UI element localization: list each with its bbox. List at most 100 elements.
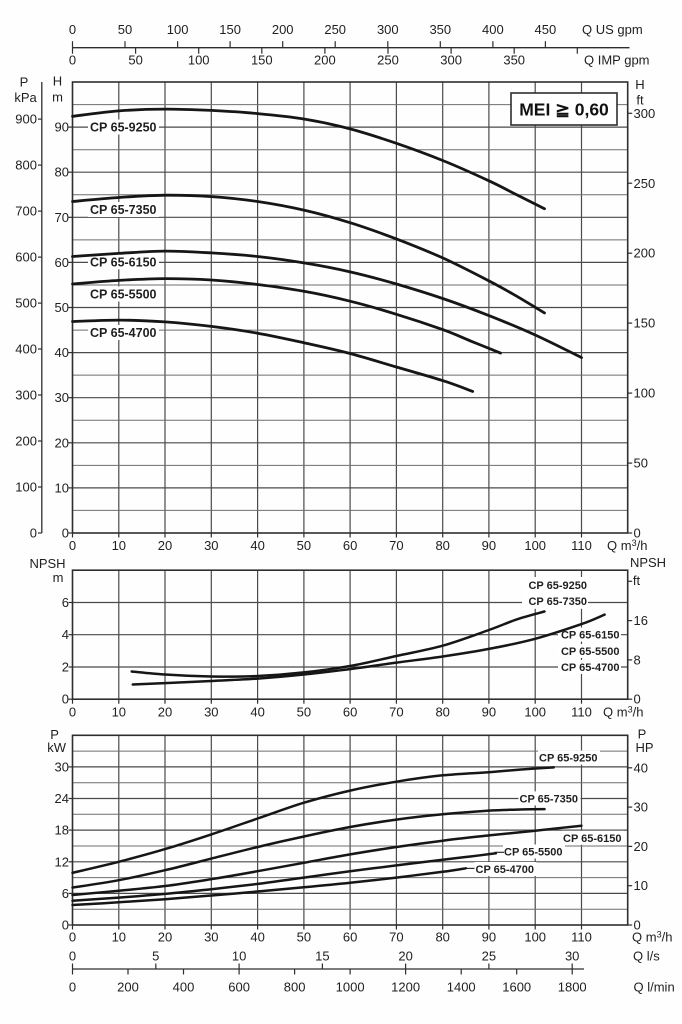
- svg-text:150: 150: [634, 316, 656, 331]
- svg-text:2: 2: [62, 660, 69, 675]
- svg-text:80: 80: [435, 930, 449, 945]
- svg-text:0: 0: [69, 949, 76, 964]
- svg-text:m: m: [53, 570, 64, 585]
- svg-text:30: 30: [55, 759, 69, 774]
- svg-text:0: 0: [69, 705, 76, 720]
- svg-text:100: 100: [634, 386, 656, 401]
- svg-text:150: 150: [219, 22, 241, 37]
- svg-text:25: 25: [482, 949, 496, 964]
- svg-text:250: 250: [377, 53, 399, 68]
- svg-text:60: 60: [343, 705, 357, 720]
- svg-text:40: 40: [250, 538, 264, 553]
- svg-text:100: 100: [524, 705, 546, 720]
- svg-text:100: 100: [15, 480, 37, 495]
- svg-text:CP 65-9250: CP 65-9250: [528, 580, 587, 592]
- svg-text:70: 70: [389, 930, 403, 945]
- svg-text:500: 500: [15, 296, 37, 311]
- svg-text:70: 70: [389, 705, 403, 720]
- svg-text:0: 0: [69, 538, 76, 553]
- svg-text:100: 100: [167, 22, 189, 37]
- svg-text:50: 50: [297, 538, 311, 553]
- svg-text:50: 50: [118, 22, 132, 37]
- svg-text:CP 65-4700: CP 65-4700: [90, 326, 157, 340]
- svg-text:CP 65-5500: CP 65-5500: [90, 288, 157, 302]
- svg-text:Q l/min: Q l/min: [634, 980, 675, 995]
- svg-text:80: 80: [435, 538, 449, 553]
- svg-text:Q l/s: Q l/s: [633, 949, 660, 964]
- svg-text:300: 300: [440, 53, 462, 68]
- svg-text:350: 350: [503, 53, 525, 68]
- svg-text:Q m3/h: Q m3/h: [607, 538, 647, 553]
- svg-text:CP 65-7350: CP 65-7350: [90, 203, 157, 217]
- svg-text:1800: 1800: [558, 980, 587, 995]
- svg-text:700: 700: [15, 204, 37, 219]
- svg-text:90: 90: [482, 705, 496, 720]
- svg-text:MEI ≧ 0,60: MEI ≧ 0,60: [519, 100, 609, 120]
- svg-text:400: 400: [482, 22, 504, 37]
- svg-text:CP 65-4700: CP 65-4700: [476, 864, 535, 876]
- svg-text:110: 110: [571, 705, 592, 720]
- svg-text:0: 0: [69, 53, 76, 68]
- svg-text:200: 200: [117, 980, 139, 995]
- svg-text:30: 30: [565, 949, 579, 964]
- svg-text:CP 65-6150: CP 65-6150: [561, 630, 620, 642]
- svg-text:100: 100: [524, 538, 546, 553]
- svg-text:8: 8: [634, 652, 641, 667]
- svg-text:0: 0: [634, 526, 641, 541]
- svg-text:300: 300: [377, 22, 399, 37]
- svg-text:250: 250: [324, 22, 346, 37]
- svg-text:0: 0: [62, 526, 69, 541]
- svg-text:H: H: [53, 74, 62, 89]
- svg-text:600: 600: [15, 250, 37, 265]
- svg-text:300: 300: [15, 388, 37, 403]
- svg-text:CP 65-5500: CP 65-5500: [561, 646, 620, 658]
- svg-text:6: 6: [62, 595, 69, 610]
- svg-text:10: 10: [112, 705, 126, 720]
- svg-text:18: 18: [55, 823, 69, 838]
- svg-text:30: 30: [204, 538, 218, 553]
- svg-text:CP 65-7350: CP 65-7350: [528, 596, 587, 608]
- svg-text:1200: 1200: [391, 980, 420, 995]
- svg-text:200: 200: [272, 22, 294, 37]
- svg-text:90: 90: [482, 930, 496, 945]
- svg-text:80: 80: [435, 705, 449, 720]
- svg-text:kPa: kPa: [14, 90, 37, 105]
- svg-text:200: 200: [15, 434, 37, 449]
- svg-text:0: 0: [62, 918, 69, 933]
- svg-text:5: 5: [152, 949, 159, 964]
- svg-text:0: 0: [634, 692, 641, 707]
- svg-text:900: 900: [15, 112, 37, 127]
- svg-text:NPSH: NPSH: [29, 556, 65, 571]
- svg-text:40: 40: [55, 345, 69, 360]
- svg-text:Q IMP gpm: Q IMP gpm: [584, 53, 650, 68]
- svg-text:12: 12: [55, 854, 69, 869]
- svg-text:NPSH: NPSH: [630, 555, 666, 570]
- svg-text:800: 800: [284, 980, 306, 995]
- svg-text:ft: ft: [633, 573, 641, 588]
- svg-text:1400: 1400: [447, 980, 476, 995]
- svg-text:50: 50: [297, 930, 311, 945]
- svg-text:20: 20: [158, 705, 172, 720]
- svg-text:150: 150: [251, 53, 273, 68]
- svg-text:30: 30: [634, 800, 648, 815]
- svg-text:30: 30: [55, 390, 69, 405]
- svg-text:kW: kW: [47, 740, 67, 755]
- svg-text:60: 60: [55, 255, 69, 270]
- svg-text:CP 65-6150: CP 65-6150: [90, 255, 157, 269]
- svg-text:10: 10: [634, 878, 648, 893]
- svg-text:200: 200: [314, 53, 336, 68]
- svg-text:60: 60: [343, 538, 357, 553]
- svg-text:H: H: [635, 77, 644, 92]
- svg-text:0: 0: [634, 918, 641, 933]
- svg-text:30: 30: [204, 705, 218, 720]
- svg-text:10: 10: [55, 480, 69, 495]
- svg-text:90: 90: [482, 538, 496, 553]
- svg-text:m: m: [52, 90, 63, 105]
- svg-text:CP 65-5500: CP 65-5500: [504, 847, 563, 859]
- svg-text:400: 400: [173, 980, 195, 995]
- svg-text:20: 20: [398, 949, 412, 964]
- svg-text:CP 65-9250: CP 65-9250: [539, 753, 598, 765]
- svg-text:10: 10: [112, 538, 126, 553]
- svg-text:HP: HP: [635, 740, 653, 755]
- svg-text:6: 6: [62, 886, 69, 901]
